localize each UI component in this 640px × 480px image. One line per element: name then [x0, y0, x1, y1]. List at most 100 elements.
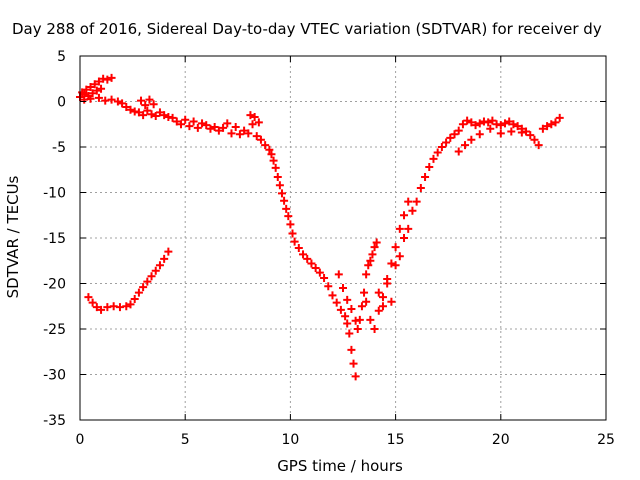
data-point	[475, 130, 484, 139]
y-tick-label: -35	[43, 413, 66, 429]
y-tick-label: -5	[52, 140, 66, 156]
data-point	[437, 143, 446, 151]
data-point	[227, 129, 236, 138]
data-point	[240, 126, 249, 135]
data-point	[378, 302, 387, 311]
data-point	[530, 135, 539, 144]
data-point	[280, 196, 289, 205]
data-point	[328, 291, 337, 300]
data-point	[151, 266, 160, 275]
data-point	[433, 148, 442, 157]
data-point	[122, 102, 131, 111]
data-point	[311, 264, 320, 273]
data-point	[84, 293, 93, 302]
data-point	[315, 268, 324, 277]
data-point	[155, 108, 164, 117]
y-tick-label: -20	[43, 277, 66, 293]
data-point	[400, 211, 409, 220]
data-point	[151, 112, 160, 121]
data-point	[362, 270, 371, 279]
data-point	[543, 122, 552, 131]
data-point	[181, 115, 190, 124]
data-point	[261, 141, 270, 150]
data-point	[387, 259, 396, 268]
data-point	[421, 173, 430, 182]
data-point	[130, 294, 139, 303]
data-point	[141, 101, 150, 110]
data-point	[501, 119, 510, 128]
data-point	[219, 123, 228, 132]
data-point	[244, 129, 253, 138]
data-point	[360, 288, 369, 297]
data-point	[185, 122, 194, 131]
data-point	[90, 80, 99, 89]
data-point	[467, 118, 476, 127]
data-point	[395, 224, 404, 233]
data-point	[454, 147, 463, 156]
data-point	[273, 173, 282, 182]
data-point	[210, 122, 219, 131]
data-point	[248, 120, 257, 129]
data-point	[88, 89, 97, 98]
data-point	[214, 126, 223, 135]
data-point	[372, 238, 381, 247]
data-point	[332, 298, 341, 307]
y-tick-label: -10	[43, 186, 66, 202]
data-point	[343, 295, 352, 304]
data-point	[86, 94, 95, 103]
data-point	[513, 122, 522, 131]
data-point	[256, 135, 265, 144]
data-point	[88, 298, 97, 307]
y-tick-label: 5	[57, 49, 66, 65]
data-point	[378, 293, 387, 302]
data-point	[147, 110, 156, 119]
data-point	[92, 86, 101, 95]
data-point	[458, 120, 467, 129]
data-point	[164, 247, 173, 256]
data-point	[538, 124, 547, 133]
data-point	[461, 141, 470, 150]
data-point	[299, 250, 308, 259]
data-point	[97, 305, 106, 314]
data-point	[463, 116, 472, 125]
data-point	[189, 117, 198, 126]
data-point	[347, 304, 356, 313]
data-point	[509, 120, 518, 129]
data-point	[366, 315, 375, 324]
x-tick-label: 20	[492, 432, 510, 448]
data-point	[517, 128, 526, 137]
data-point	[370, 325, 379, 333]
data-point	[339, 284, 347, 293]
x-tick-label: 15	[387, 432, 405, 448]
data-point	[450, 130, 459, 139]
data-point	[147, 272, 156, 281]
data-point	[97, 84, 106, 93]
data-point	[103, 75, 112, 84]
data-point	[425, 163, 434, 172]
data-point	[408, 206, 417, 215]
data-point	[488, 116, 497, 125]
data-point	[505, 117, 514, 126]
data-point	[288, 229, 297, 238]
data-point	[155, 261, 164, 270]
grid-lines	[80, 56, 606, 420]
data-point	[82, 85, 91, 94]
y-tick-label: -15	[43, 231, 66, 247]
data-point	[370, 243, 379, 252]
x-axis-label: GPS time / hours	[277, 457, 403, 475]
data-point	[383, 279, 392, 288]
data-point	[126, 105, 135, 114]
data-point	[555, 113, 564, 122]
data-point	[303, 254, 312, 263]
y-tick-label: -30	[43, 368, 66, 384]
data-point	[362, 297, 371, 306]
data-point	[176, 120, 185, 129]
data-point	[351, 372, 360, 381]
data-point	[364, 261, 373, 270]
data-point	[160, 111, 169, 120]
data-point	[442, 138, 451, 147]
data-point	[307, 259, 316, 268]
data-point	[368, 250, 377, 259]
data-point	[250, 112, 259, 121]
